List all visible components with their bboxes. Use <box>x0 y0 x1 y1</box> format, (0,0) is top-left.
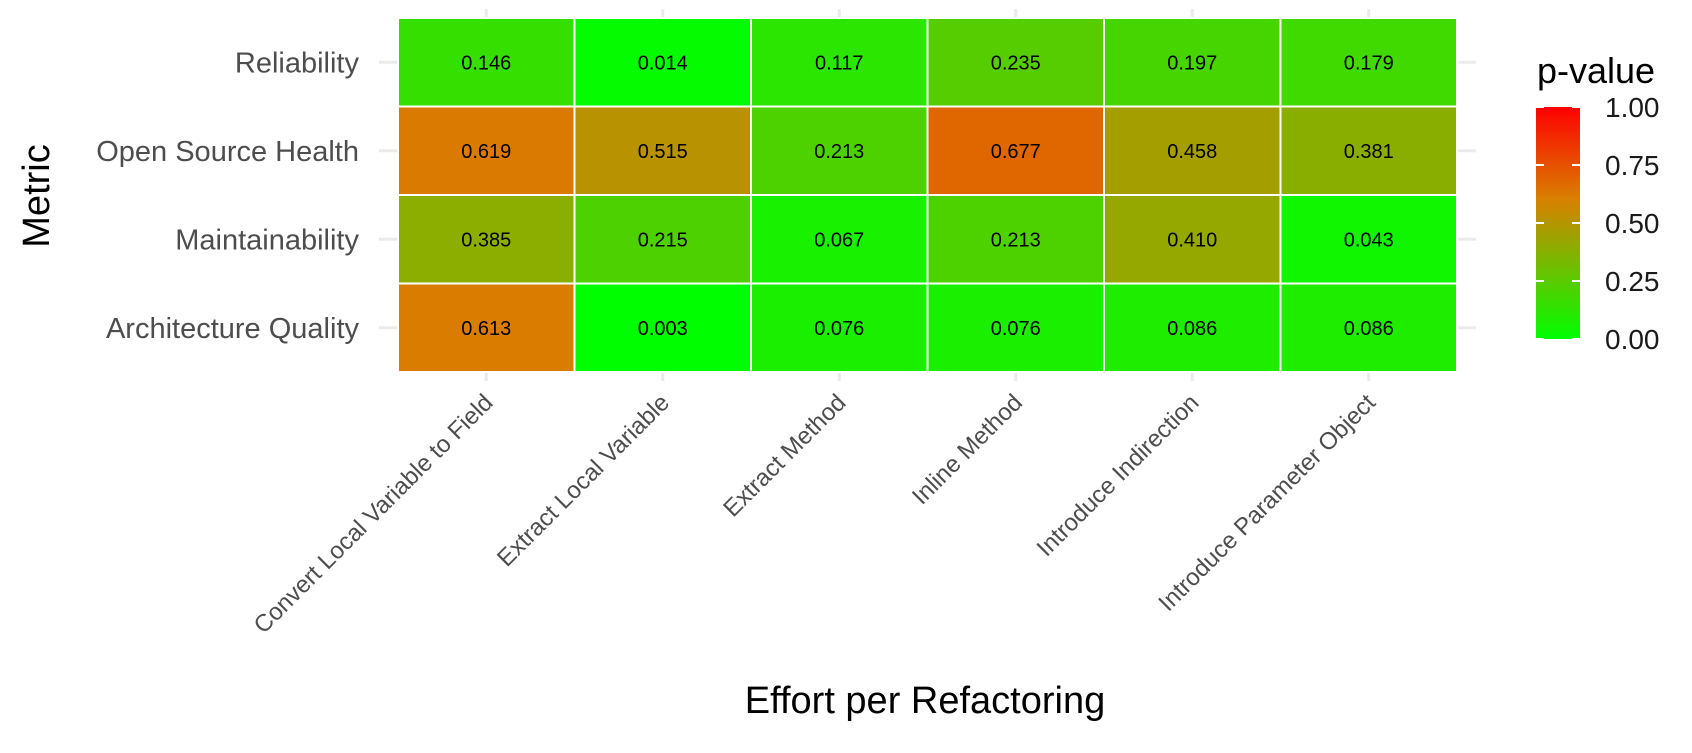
heatmap-cell <box>573 105 752 196</box>
heatmap-cell <box>750 194 929 285</box>
legend-tick-label: 0.25 <box>1605 266 1660 297</box>
cell-value-label: 0.677 <box>991 141 1041 163</box>
cell-value-label: 0.003 <box>638 318 688 340</box>
cell-value-label: 0.613 <box>461 318 511 340</box>
heatmap-cell <box>1103 282 1282 373</box>
cell-value-label: 0.458 <box>1167 141 1217 163</box>
cell-value-label: 0.515 <box>638 141 688 163</box>
heatmap-cell <box>750 282 929 373</box>
heatmap-cell <box>926 194 1105 285</box>
heatmap-cell <box>397 194 576 285</box>
cell-value-label: 0.619 <box>461 141 511 163</box>
y-tick-label: Reliability <box>235 47 360 79</box>
legend-tick-label: 0.00 <box>1605 324 1660 355</box>
legend-ticks: 1.00 0.75 0.50 0.25 0.00 <box>1536 92 1660 355</box>
y-axis-tick-labels: Reliability Open Source Health Maintainabi… <box>96 47 359 345</box>
cell-value-label: 0.014 <box>638 52 688 74</box>
cell-value-label: 0.146 <box>461 52 511 74</box>
legend-tick-label: 0.50 <box>1605 208 1660 239</box>
cell-value-label: 0.117 <box>815 52 864 74</box>
heatmap-cell <box>573 282 752 373</box>
cell-value-label: 0.179 <box>1344 52 1394 74</box>
color-legend: p-value 1.00 0.75 0.50 0.25 0.00 <box>1536 50 1660 355</box>
cell-value-label: 0.197 <box>1167 52 1217 74</box>
heatmap-cell <box>397 105 576 196</box>
cell-value-label: 0.410 <box>1167 229 1217 251</box>
y-tick-label: Maintainability <box>175 224 359 256</box>
cell-value-label: 0.381 <box>1344 141 1394 163</box>
legend-title: p-value <box>1537 50 1655 91</box>
heatmap-cell <box>926 105 1105 196</box>
x-tick-label: Extract Local Variable <box>492 389 675 572</box>
cell-value-label: 0.235 <box>991 52 1041 74</box>
heatmap-tiles <box>397 17 1458 373</box>
cell-value-label: 0.213 <box>991 229 1041 251</box>
legend-tick-label: 0.75 <box>1605 150 1660 181</box>
x-tick-label: Convert Local Variable to Field <box>249 389 499 639</box>
cell-value-label: 0.076 <box>991 318 1041 340</box>
cell-value-label: 0.213 <box>814 141 864 163</box>
y-axis-title: Metric <box>16 144 58 247</box>
cell-value-label: 0.076 <box>814 318 864 340</box>
heatmap-cell <box>1279 282 1458 373</box>
cell-value-label: 0.086 <box>1167 318 1217 340</box>
heatmap-cell <box>1103 105 1282 196</box>
cell-value-label: 0.043 <box>1344 229 1394 251</box>
heatmap-cell <box>573 194 752 285</box>
heatmap-cell <box>1279 17 1458 108</box>
heatmap-cell <box>1103 17 1282 108</box>
x-axis-title: Effort per Refactoring <box>745 680 1105 722</box>
heatmap-cell <box>926 17 1105 108</box>
cell-value-labels: 0.146 0.014 0.117 0.235 0.197 0.179 0.619 0.515… <box>461 52 1394 340</box>
y-tick-label: Open Source Health <box>96 136 359 168</box>
cell-value-label: 0.067 <box>814 229 864 251</box>
legend-tick-label: 1.00 <box>1605 92 1660 123</box>
heatmap-cell <box>573 17 752 108</box>
x-tick-label: Inline Method <box>907 389 1028 510</box>
heatmap-cell <box>750 105 929 196</box>
cell-value-label: 0.385 <box>461 229 511 251</box>
heatmap-cell <box>397 282 576 373</box>
heatmap-cell <box>1279 194 1458 285</box>
heatmap-cell <box>1279 105 1458 196</box>
cell-value-label: 0.086 <box>1344 318 1394 340</box>
x-tick-label: Introduce Indirection <box>1032 389 1205 562</box>
cell-value-label: 0.215 <box>638 229 688 251</box>
y-tick-label: Architecture Quality <box>106 313 360 345</box>
x-tick-label: Extract Method <box>718 389 851 522</box>
